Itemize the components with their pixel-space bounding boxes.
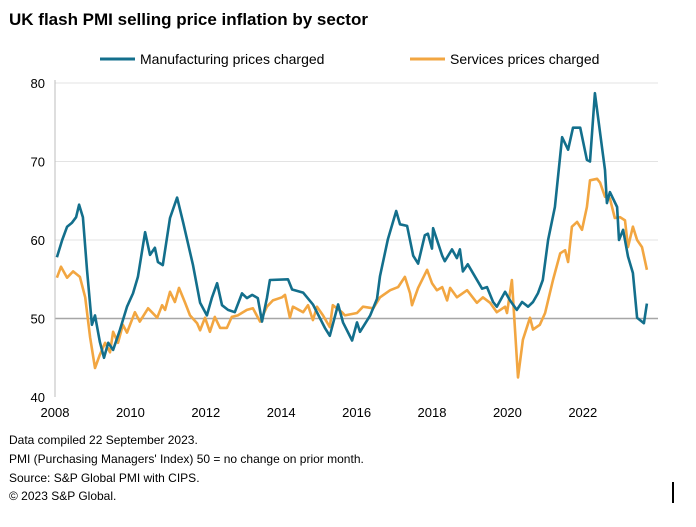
footer-source: Source: S&P Global PMI with CIPS. — [9, 471, 200, 485]
x-tick-labels: 2008 2010 2012 2014 2016 2018 2020 2022 — [41, 405, 598, 420]
y-tick-label: 70 — [31, 155, 45, 170]
series-line-services-prices-charged — [55, 177, 649, 379]
text-cursor — [672, 482, 674, 503]
x-tick-label: 2020 — [493, 405, 522, 420]
x-tick-label: 2008 — [41, 405, 70, 420]
y-tick-label: 60 — [31, 233, 45, 248]
legend-label: Services prices charged — [450, 51, 599, 67]
footer-copyright: © 2023 S&P Global. — [9, 489, 117, 503]
series-line-manufacturing-prices-charged — [55, 91, 649, 360]
footer-pmi-note: PMI (Purchasing Managers' Index) 50 = no… — [9, 452, 364, 466]
x-tick-label: 2012 — [191, 405, 220, 420]
x-tick-label: 2018 — [418, 405, 447, 420]
y-tick-label: 50 — [31, 312, 45, 327]
legend-item: Services prices charged — [410, 51, 599, 67]
legend: Manufacturing prices charged Services pri… — [100, 51, 599, 67]
series-lines — [55, 91, 649, 379]
legend-label: Manufacturing prices charged — [140, 51, 324, 67]
y-tick-labels: 40 50 60 70 80 — [31, 76, 45, 405]
x-tick-label: 2016 — [342, 405, 371, 420]
footer-date-note: Data compiled 22 September 2023. — [9, 433, 198, 447]
chart-title: UK flash PMI selling price inflation by … — [9, 10, 368, 29]
y-tick-label: 80 — [31, 76, 45, 91]
x-tick-label: 2014 — [267, 405, 296, 420]
y-tick-label: 40 — [31, 390, 45, 405]
gridlines — [55, 82, 658, 320]
x-tick-label: 2010 — [116, 405, 145, 420]
legend-item: Manufacturing prices charged — [100, 51, 324, 67]
x-tick-label: 2022 — [568, 405, 597, 420]
